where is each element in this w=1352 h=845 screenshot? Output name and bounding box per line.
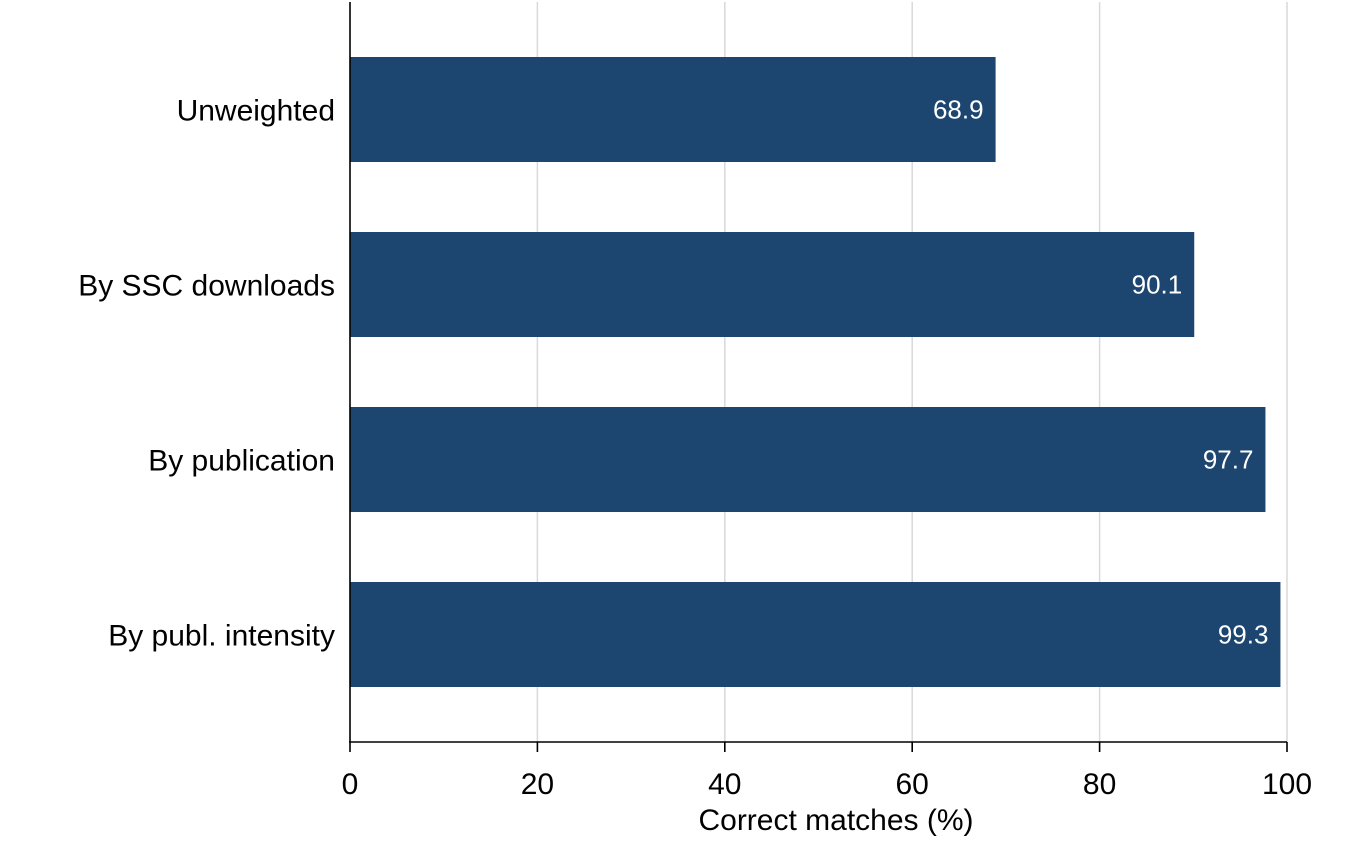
bar-data-label: 68.9 [933,95,984,125]
x-axis-title: Correct matches (%) [698,804,973,837]
bar-data-label: 90.1 [1132,270,1183,300]
bar-data-label: 97.7 [1203,445,1254,475]
x-tick-label: 20 [521,768,554,801]
category-label: By publ. intensity [108,620,335,653]
x-tick-label: 0 [342,768,359,801]
x-tick-label: 60 [896,768,929,801]
bar [350,407,1266,512]
category-label: By publication [148,445,335,478]
category-label: Unweighted [177,95,335,128]
bar-data-label: 99.3 [1218,620,1269,650]
x-tick-label: 80 [1083,768,1116,801]
category-labels: Unweighted By SSC downloads By publication… [78,95,335,653]
bar [350,57,996,162]
bar [350,232,1195,337]
category-label: By SSC downloads [78,270,335,303]
axes [349,2,1287,743]
bar [350,582,1281,687]
bars: 68.9 90.1 97.7 99.3 [350,57,1281,687]
x-tick-label: 100 [1262,768,1312,801]
x-tick-label: 40 [708,768,741,801]
x-ticks: 0 20 40 60 80 100 [342,742,1312,801]
